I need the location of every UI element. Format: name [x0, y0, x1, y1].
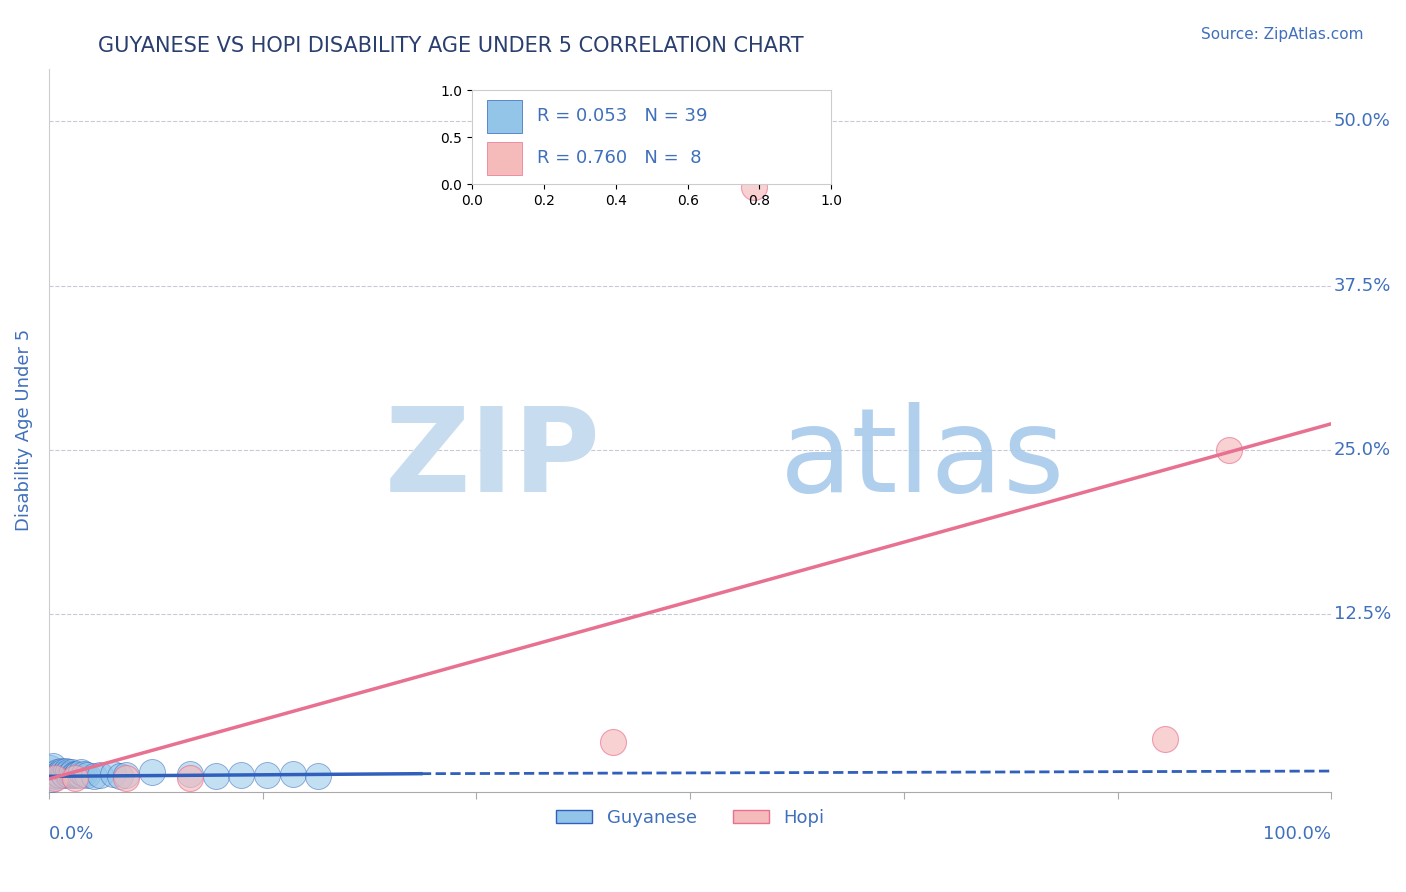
Point	[66, 766, 89, 780]
Point	[44, 771, 66, 785]
Point	[39, 761, 62, 775]
Point	[59, 766, 82, 780]
Point	[63, 766, 86, 780]
Text: 37.5%: 37.5%	[1334, 277, 1392, 294]
Point	[65, 768, 87, 782]
Point	[115, 768, 138, 782]
Point	[58, 768, 80, 782]
Point	[108, 769, 131, 783]
Point	[602, 735, 624, 749]
Point	[52, 766, 75, 780]
Text: 0.0%: 0.0%	[49, 825, 94, 843]
Point	[49, 764, 72, 778]
Point	[256, 768, 278, 782]
Point	[45, 765, 67, 780]
Point	[56, 766, 79, 780]
Point	[62, 768, 84, 782]
Point	[70, 765, 93, 780]
Point	[60, 765, 83, 780]
Point	[141, 765, 163, 780]
Point	[744, 180, 766, 194]
Point	[179, 766, 201, 780]
Text: 12.5%: 12.5%	[1334, 606, 1392, 624]
Point	[115, 771, 138, 785]
Point	[179, 771, 201, 785]
Point	[55, 764, 77, 778]
Point	[48, 768, 70, 782]
Point	[44, 769, 66, 783]
Y-axis label: Disability Age Under 5: Disability Age Under 5	[15, 329, 32, 532]
Point	[83, 769, 105, 783]
Text: 50.0%: 50.0%	[1334, 112, 1391, 130]
Point	[72, 766, 94, 780]
Point	[58, 765, 80, 780]
Point	[231, 768, 253, 782]
Point	[281, 766, 304, 780]
Legend: Guyanese, Hopi: Guyanese, Hopi	[548, 801, 831, 834]
Point	[89, 768, 111, 782]
Text: Source: ZipAtlas.com: Source: ZipAtlas.com	[1201, 27, 1364, 42]
Point	[1218, 443, 1240, 458]
Point	[42, 768, 65, 782]
Point	[307, 769, 329, 783]
Point	[69, 768, 91, 782]
Point	[46, 766, 69, 780]
Text: GUYANESE VS HOPI DISABILITY AGE UNDER 5 CORRELATION CHART: GUYANESE VS HOPI DISABILITY AGE UNDER 5 …	[98, 36, 804, 55]
Text: 25.0%: 25.0%	[1334, 441, 1391, 459]
Point	[42, 766, 65, 780]
Point	[63, 771, 86, 785]
Point	[1153, 732, 1175, 747]
Point	[42, 759, 65, 773]
Text: ZIP: ZIP	[384, 401, 600, 516]
Point	[53, 768, 76, 782]
Point	[204, 769, 226, 783]
Text: 100.0%: 100.0%	[1264, 825, 1331, 843]
Point	[101, 766, 124, 780]
Text: atlas: atlas	[780, 401, 1066, 516]
Point	[51, 765, 73, 780]
Point	[41, 772, 63, 786]
Point	[76, 768, 98, 782]
